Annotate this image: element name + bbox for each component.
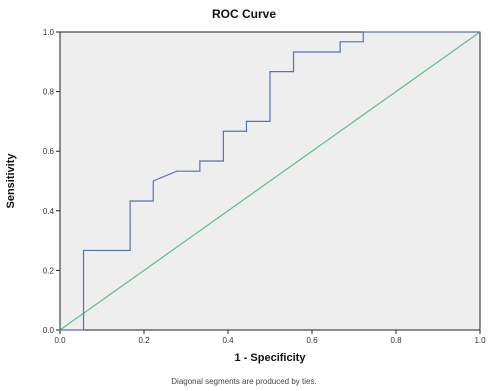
x-axis-ticks: 0.0 0.2 0.4 0.6 0.8 1.0 xyxy=(54,330,486,345)
chart-title: ROC Curve xyxy=(212,7,276,21)
roc-point xyxy=(59,329,61,331)
x-axis-label: 1 - Specificity xyxy=(235,352,307,364)
roc-point xyxy=(152,200,154,202)
roc-point xyxy=(82,249,85,252)
y-tick-label: 0.6 xyxy=(43,147,55,156)
roc-point xyxy=(362,31,364,33)
roc-point xyxy=(269,120,271,122)
roc-point xyxy=(222,160,224,162)
roc-point xyxy=(129,249,131,252)
x-tick-label: 0.8 xyxy=(390,336,402,345)
roc-point xyxy=(339,51,341,53)
roc-point xyxy=(245,130,248,132)
roc-point xyxy=(269,71,271,73)
roc-curve-points xyxy=(59,31,481,331)
roc-point xyxy=(176,170,178,172)
y-axis-label: Sensitivity xyxy=(5,153,17,209)
roc-point xyxy=(82,329,85,331)
y-tick-label: 0.8 xyxy=(43,88,55,97)
roc-point xyxy=(245,120,248,122)
y-tick-label: 0.4 xyxy=(43,207,55,216)
roc-point xyxy=(199,160,201,162)
x-tick-label: 0.6 xyxy=(306,336,318,345)
roc-point xyxy=(152,180,154,182)
footnote: Diagonal segments are produced by ties. xyxy=(171,377,316,386)
y-tick-label: 1.0 xyxy=(43,28,55,37)
roc-point xyxy=(479,31,481,33)
roc-point xyxy=(292,51,295,53)
roc-point xyxy=(199,170,201,172)
y-tick-label: 0.2 xyxy=(43,266,55,275)
roc-point xyxy=(222,130,224,132)
x-tick-label: 0.2 xyxy=(138,336,150,345)
x-tick-label: 1.0 xyxy=(474,336,486,345)
reference-line xyxy=(59,31,481,331)
y-tick-label: 0.0 xyxy=(43,326,55,335)
roc-point xyxy=(339,41,341,43)
roc-point xyxy=(129,200,131,202)
roc-point xyxy=(292,71,295,73)
y-axis-ticks: 0.0 0.2 0.4 0.6 0.8 1.0 xyxy=(43,28,60,335)
x-tick-label: 0.4 xyxy=(222,336,234,345)
roc-point xyxy=(362,41,364,43)
x-tick-label: 0.0 xyxy=(54,336,66,345)
